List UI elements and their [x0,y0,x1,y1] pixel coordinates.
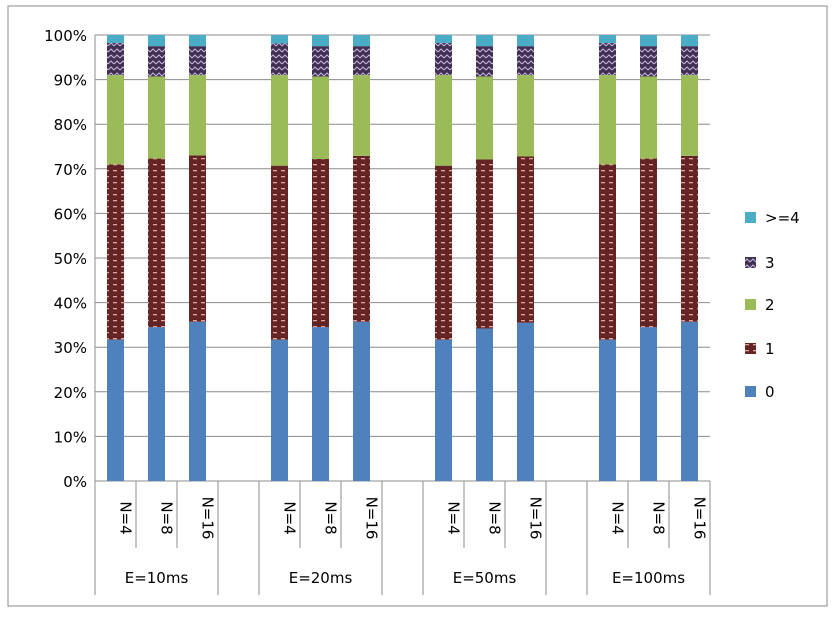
y-tick-label: 50% [54,250,87,268]
bar-segment-2-N4 [599,75,616,165]
y-tick-label: 90% [54,72,87,90]
bar-segment-1-N16 [681,155,698,322]
legend-label: 1 [765,340,775,358]
legend-label: 2 [765,296,775,314]
group-label: E=10ms [125,569,189,587]
bar-segment-3-N8 [640,46,657,77]
bar-segment-2-N4 [435,75,452,166]
bar-segment-3-N16 [189,46,206,76]
y-tick-label: 100% [44,27,87,45]
bar-segment-3-N4 [435,43,452,76]
bar-segment-2-N16 [681,75,698,156]
bar-segment-2-N8 [312,76,329,159]
bar-segment-0-N8 [312,327,329,481]
x-tick-label: N=16 [527,497,545,540]
bar-segment-0-N16 [353,321,370,481]
bar-segment-0-N8 [148,327,165,481]
bar-segment-4-N16 [189,35,206,47]
bar-segment-4-N4 [435,35,452,44]
bar-segment-3-N16 [517,46,534,76]
bar-segment-0-N4 [107,339,124,481]
bar-segment-4-N4 [107,35,124,44]
bar-segment-1-N4 [599,164,616,340]
x-tick-label: N=4 [445,501,463,534]
legend-label: 3 [765,254,775,272]
bar-segment-4-N8 [476,35,493,47]
bar-segment-4-N8 [312,35,329,47]
bar-segment-3-N4 [599,43,616,76]
bar-segment-3-N8 [148,46,165,77]
bar-segment-3-N16 [353,46,370,76]
y-tick-label: 70% [54,161,87,179]
legend-label: >=4 [765,209,800,227]
legend-swatch-3 [745,257,756,268]
bar-segment-2-N8 [476,76,493,160]
x-tick-label: N=16 [363,497,381,540]
x-tick-label: N=16 [199,497,217,540]
bar-segment-0-N8 [476,328,493,481]
bar-segment-1-N8 [476,159,493,329]
group-label: E=100ms [612,569,685,587]
y-tick-label: 10% [54,428,87,446]
x-tick-label: N=8 [650,501,668,534]
bar-segment-0-N16 [517,322,534,481]
bar-segment-2-N16 [189,75,206,156]
bar-segment-2-N8 [148,76,165,159]
legend-swatch-4 [745,212,756,223]
x-tick-label: N=8 [486,501,504,534]
bar-segment-1-N4 [435,165,452,340]
bar-segment-1-N16 [517,156,534,323]
bar-segment-4-N4 [599,35,616,44]
bar-segment-4-N4 [271,35,288,44]
bar-segment-1-N8 [148,158,165,328]
legend-swatch-1 [745,343,756,354]
x-tick-label: N=4 [281,501,299,534]
legend-swatch-0 [745,386,756,397]
group-label: E=50ms [453,569,517,587]
y-tick-label: 80% [54,116,87,134]
bar-segment-4-N16 [517,35,534,47]
bar-segment-2-N16 [517,75,534,157]
y-tick-label: 30% [54,339,87,357]
bar-segment-0-N16 [681,321,698,481]
bar-segment-4-N8 [640,35,657,47]
y-tick-label: 0% [63,473,87,491]
bar-segment-3-N8 [312,46,329,77]
bar-segment-0-N8 [640,327,657,481]
bar-segment-0-N4 [271,339,288,481]
bar-segment-1-N4 [107,164,124,340]
bar-segment-1-N4 [271,165,288,340]
bar-segment-0-N4 [599,339,616,481]
bar-segment-2-N4 [107,75,124,165]
bar-segment-2-N8 [640,76,657,159]
y-tick-label: 40% [54,295,87,313]
group-label: E=20ms [289,569,353,587]
bar-segment-4-N16 [681,35,698,47]
x-tick-label: N=4 [117,501,135,534]
bar-segment-3-N8 [476,46,493,77]
x-tick-label: N=4 [609,501,627,534]
bar-segment-0-N16 [189,321,206,481]
bar-segment-2-N4 [271,75,288,166]
bar-segment-3-N4 [107,43,124,76]
legend-label: 0 [765,383,775,401]
bar-segment-1-N8 [312,158,329,328]
y-tick-label: 20% [54,384,87,402]
bar-segment-3-N16 [681,46,698,76]
bar-segment-1-N8 [640,158,657,328]
y-tick-label: 60% [54,205,87,223]
legend-swatch-2 [745,299,756,310]
bar-segment-1-N16 [189,155,206,322]
x-tick-label: N=16 [691,497,709,540]
x-tick-label: N=8 [322,501,340,534]
bar-segment-4-N16 [353,35,370,47]
bar-segment-2-N16 [353,75,370,156]
x-tick-label: N=8 [158,501,176,534]
bar-segment-4-N8 [148,35,165,47]
bar-segment-0-N4 [435,339,452,481]
bar-segment-1-N16 [353,155,370,322]
bar-segment-3-N4 [271,43,288,76]
